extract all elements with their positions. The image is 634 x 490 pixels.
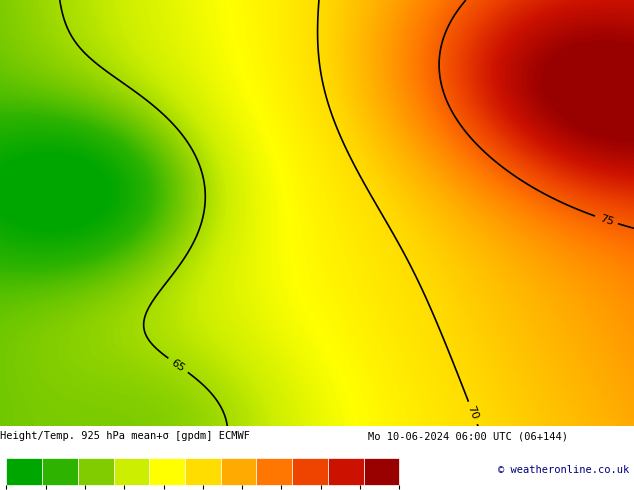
- Bar: [328, 458, 364, 485]
- Text: 75: 75: [598, 213, 615, 227]
- Bar: [113, 458, 149, 485]
- Bar: [6, 458, 42, 485]
- Bar: [257, 458, 292, 485]
- Bar: [221, 458, 257, 485]
- Bar: [78, 458, 113, 485]
- Text: 65: 65: [169, 357, 187, 373]
- Bar: [185, 458, 221, 485]
- Text: Mo 10-06-2024 06:00 UTC (06+144): Mo 10-06-2024 06:00 UTC (06+144): [368, 431, 567, 441]
- Bar: [149, 458, 185, 485]
- Text: Height/Temp. 925 hPa mean+σ [gpdm] ECMWF: Height/Temp. 925 hPa mean+σ [gpdm] ECMWF: [0, 431, 250, 441]
- Bar: [42, 458, 78, 485]
- Bar: [292, 458, 328, 485]
- Text: © weatheronline.co.uk: © weatheronline.co.uk: [498, 465, 630, 475]
- Text: 70: 70: [465, 405, 480, 421]
- Bar: [364, 458, 399, 485]
